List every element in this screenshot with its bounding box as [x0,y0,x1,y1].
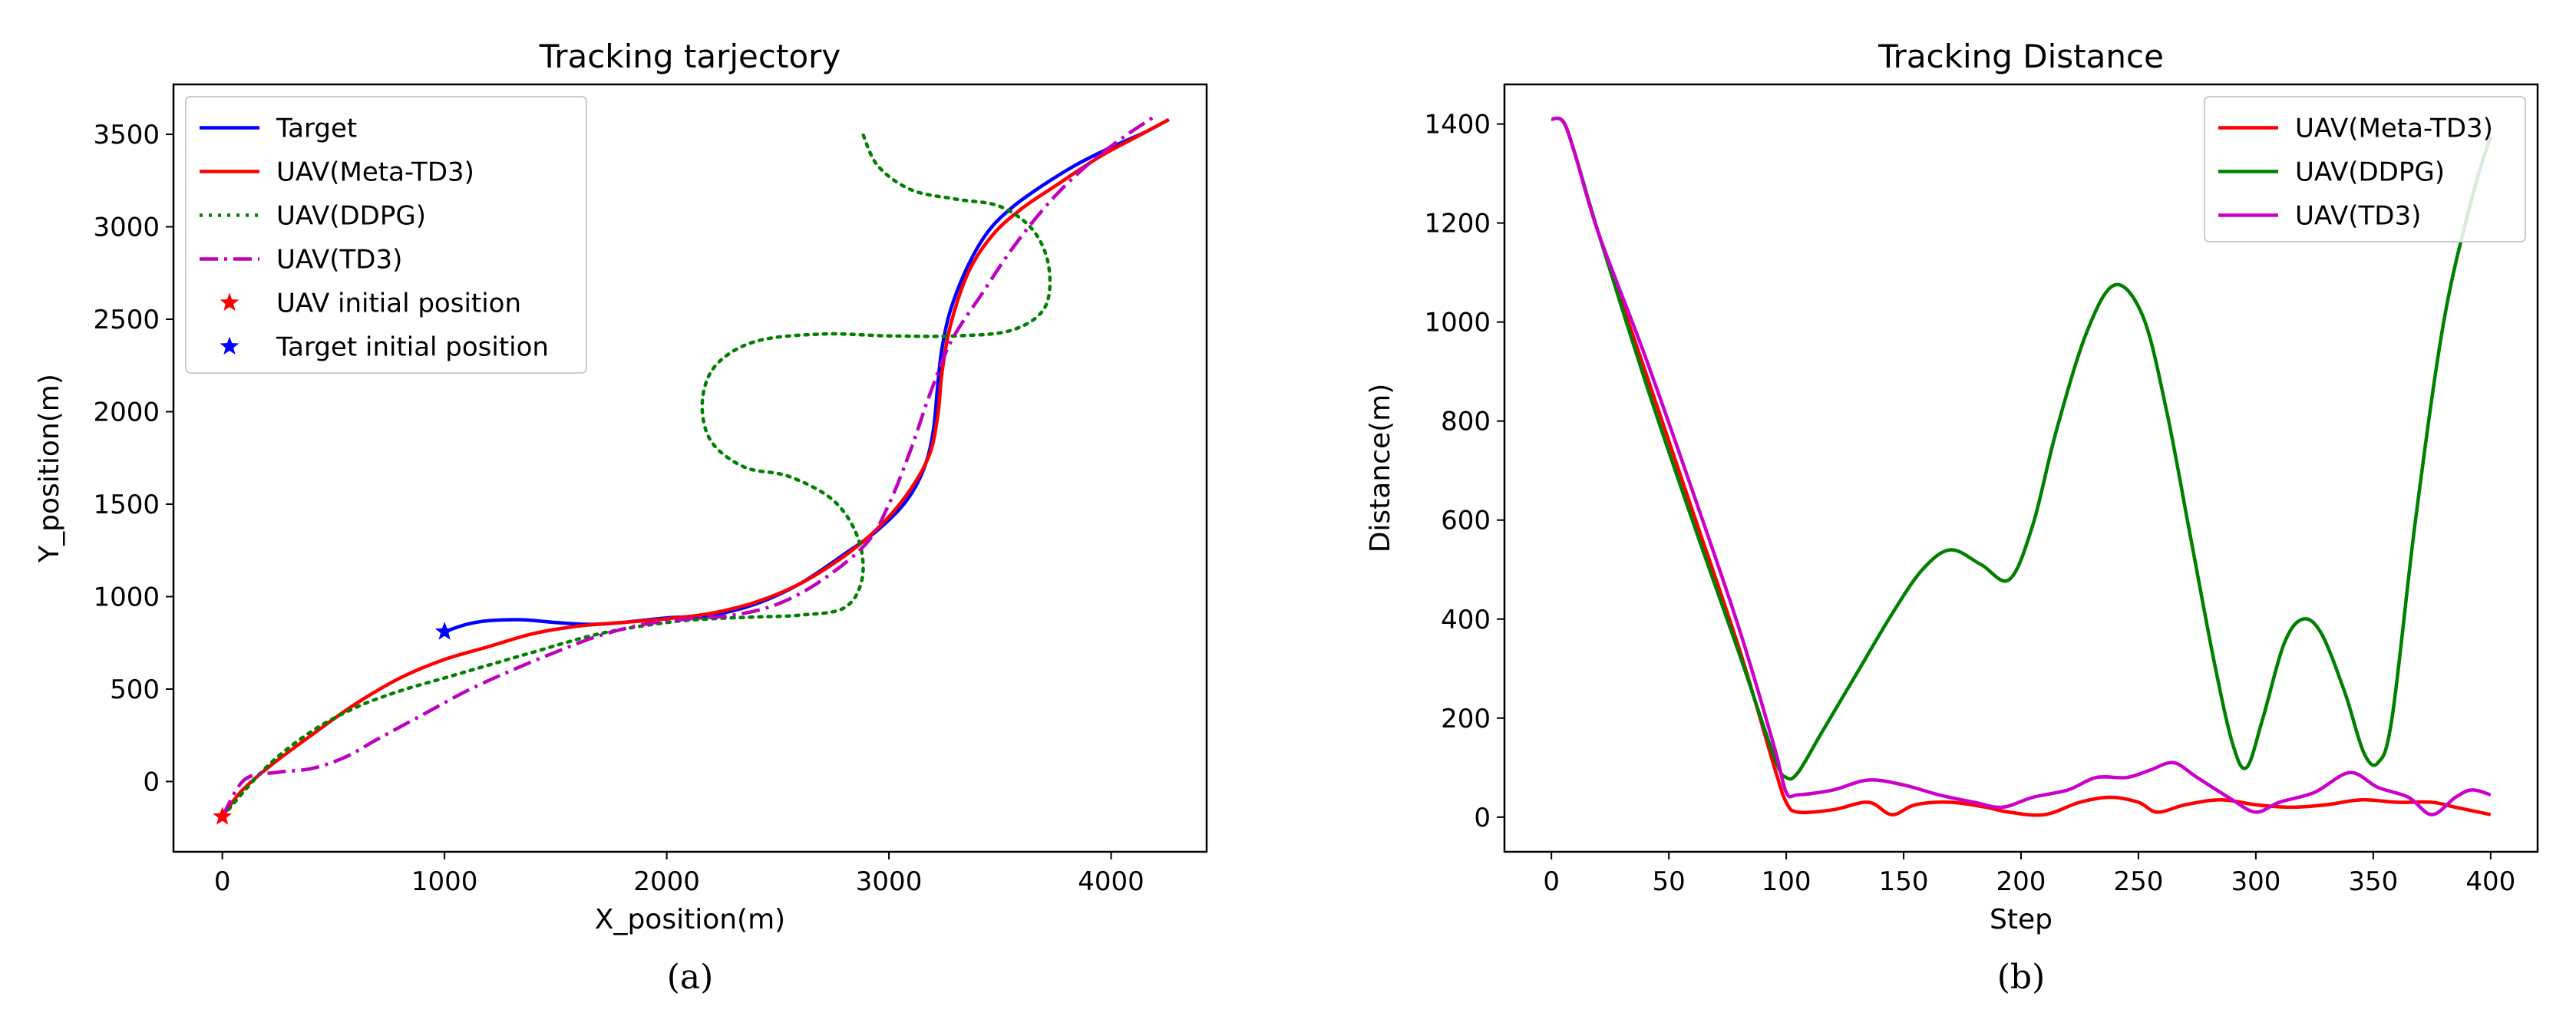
x-tick-label-8: 400 [2465,866,2515,897]
chart-title: Tracking Distance [1878,38,2164,75]
y-tick-label-0: 0 [1474,803,1491,833]
plot-area [213,114,1170,825]
panel-caption: (b) [1997,958,2046,997]
legend: Target UAV(Meta-TD3) UAV(DDPG) UAV(TD3) UAV … [185,96,587,374]
y-tick-label-6: 1200 [1424,209,1491,239]
x-tick-label-2: 2000 [633,866,700,897]
y-tick-label-3: 1500 [93,490,160,520]
x-tick-label-1: 1000 [411,866,478,897]
series-line-1 [220,117,1170,818]
x-tick-label-0: 0 [214,866,231,897]
legend-label-0: UAV(Meta-TD3) [2295,114,2493,144]
legend-label-2: UAV(DDPG) [276,201,426,232]
distance-chart: Tracking Distance 0 50 100 150 200 250 300 350 40… [1365,38,2539,997]
legend-label-3: UAV(TD3) [276,245,402,275]
series-line-0 [1551,116,2492,817]
x-tick-label-6: 300 [2231,866,2280,897]
y-tick-label-5: 2500 [93,305,160,335]
x-tick-label-2: 100 [1762,866,1811,897]
x-tick-label-3: 3000 [856,866,923,897]
y-axis-label: Y_position(m) [34,374,65,563]
x-tick-label-0: 0 [1543,866,1560,897]
series-line-0 [444,117,1170,634]
marker-star-0 [213,807,232,825]
legend-swatch-5 [220,336,239,355]
x-tick-label-5: 250 [2114,866,2164,897]
legend-label-2: UAV(TD3) [2295,201,2421,232]
legend-label-1: UAV(Meta-TD3) [276,157,474,188]
plot-frame [172,83,1208,853]
x-axis-label: Step [1990,904,2053,935]
legend-box [2204,96,2526,242]
panel-caption: (a) [667,958,714,997]
y-tick-label-2: 400 [1441,605,1491,635]
y-tick-label-2: 1000 [93,582,160,612]
marker-star-1 [434,622,454,640]
legend: UAV(Meta-TD3) UAV(DDPG) UAV(TD3) [2204,96,2526,242]
series-line-3 [220,114,1157,818]
legend-label-0: Target [276,114,357,144]
plot-area [1551,116,2492,817]
series-line-2 [1551,116,2492,816]
x-axis-label: X_position(m) [595,904,785,935]
x-tick-label-7: 350 [2348,866,2398,897]
y-tick-label-0: 0 [143,767,160,797]
x-tick-label-4: 200 [1996,866,2046,897]
legend-swatch-4 [220,292,239,311]
y-tick-label-4: 2000 [93,397,160,428]
series-line-1 [1551,116,2492,781]
y-tick-label-3: 600 [1441,506,1491,536]
x-tick-label-1: 50 [1653,866,1686,897]
x-tick-label-4: 4000 [1078,866,1144,897]
y-tick-label-7: 3500 [93,120,160,150]
y-tick-label-5: 1000 [1424,308,1491,338]
y-tick-label-4: 800 [1441,407,1491,437]
legend-label-4: UAV initial position [276,289,521,319]
x-tick-label-3: 150 [1879,866,1929,897]
y-tick-label-1: 200 [1441,704,1491,734]
legend-label-5: Target initial position [276,332,549,363]
y-axis-label: Distance(m) [1365,384,1396,553]
legend-label-1: UAV(DDPG) [2295,157,2445,188]
chart-title: Tracking tarjectory [539,38,841,75]
series-line-2 [220,130,1052,819]
y-tick-label-1: 500 [110,675,160,705]
legend-box [185,96,587,374]
trajectory-chart: Tracking tarjectory 0 1000 2000 3000 4000 0 500… [34,38,1208,997]
y-tick-label-6: 3000 [93,213,160,243]
y-tick-label-7: 1400 [1424,110,1491,140]
